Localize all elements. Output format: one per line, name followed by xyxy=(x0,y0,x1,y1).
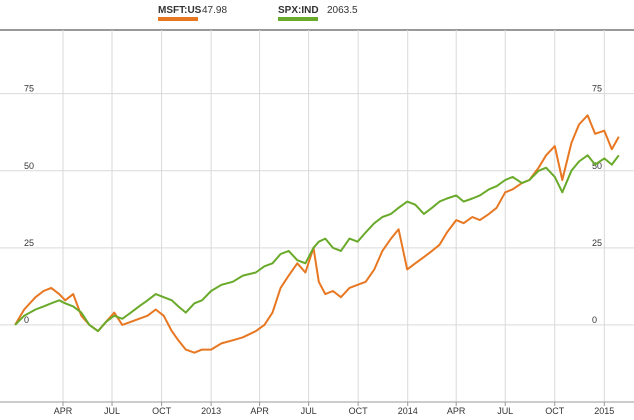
y-tick-label-left: 0 xyxy=(24,315,29,325)
y-tick-label-right: 50 xyxy=(592,161,602,171)
legend-item-msft[interactable]: MSFT:US 47.98 xyxy=(158,5,227,21)
y-tick-label-right: 75 xyxy=(592,84,602,94)
x-axis: APR JUL OCT 2013 APR JUL OCT 2014 APR JUL OCT 2015 xyxy=(0,401,634,416)
x-tick-label: 2014 xyxy=(398,406,418,416)
grid xyxy=(0,30,634,402)
y-tick-label-right: 0 xyxy=(592,315,597,325)
x-tick-label: OCT xyxy=(545,406,565,416)
y-tick-label-left: 50 xyxy=(24,161,34,171)
x-tick-label: JUL xyxy=(497,406,513,416)
y-axis-right: 0 25 50 75 xyxy=(592,84,602,325)
legend-swatch-msft xyxy=(158,17,198,21)
legend: MSFT:US 47.98 SPX:IND 2063.5 xyxy=(158,5,358,21)
legend-label-spx: SPX:IND xyxy=(278,5,319,16)
y-tick-label-left: 75 xyxy=(24,84,34,94)
x-tick-label: OCT xyxy=(152,406,172,416)
legend-item-spx[interactable]: SPX:IND 2063.5 xyxy=(278,5,358,21)
series-line-spx xyxy=(14,154,620,333)
x-tick-label: APR xyxy=(250,406,269,416)
x-tick-label: 2013 xyxy=(201,406,221,416)
y-tick-label-right: 25 xyxy=(592,238,602,248)
series-line-msft xyxy=(14,114,620,354)
y-tick-label-left: 25 xyxy=(24,238,34,248)
x-tick-label: OCT xyxy=(349,406,369,416)
legend-swatch-spx xyxy=(278,17,318,21)
x-tick-label: APR xyxy=(447,406,466,416)
x-tick-label: APR xyxy=(54,406,73,416)
x-tick-label: 2015 xyxy=(594,406,614,416)
legend-value-spx: 2063.5 xyxy=(327,5,358,16)
legend-value-msft: 47.98 xyxy=(202,5,227,16)
x-tick-label: JUL xyxy=(104,406,120,416)
series xyxy=(14,114,620,354)
legend-label-msft: MSFT:US xyxy=(158,5,202,16)
x-tick-label: JUL xyxy=(301,406,317,416)
y-axis-left: 0 25 50 75 xyxy=(24,84,34,325)
